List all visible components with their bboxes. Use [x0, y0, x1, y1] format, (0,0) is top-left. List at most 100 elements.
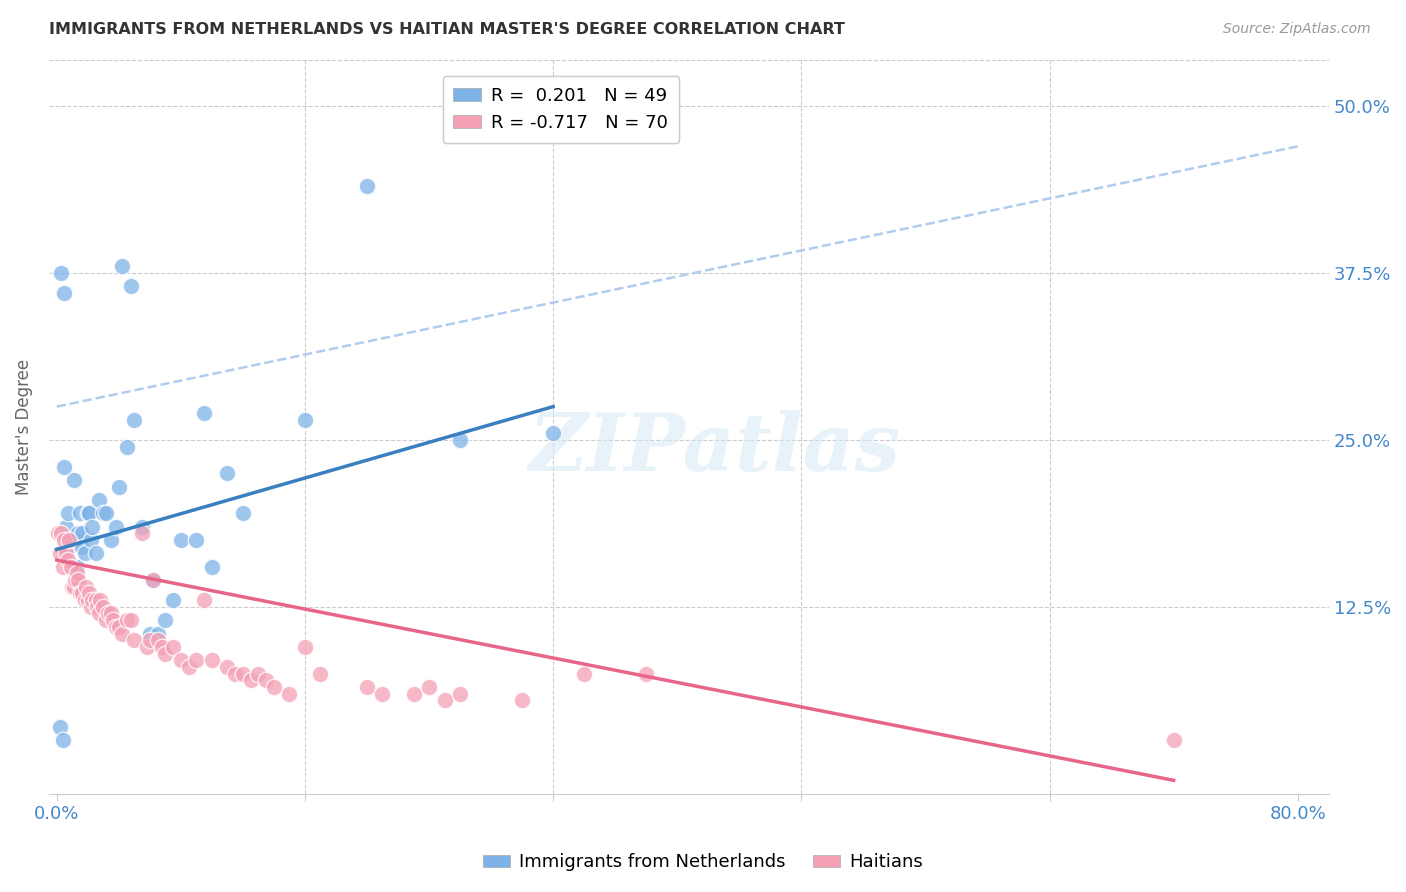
Point	[263, 680, 285, 694]
Point	[49, 546, 72, 560]
Point	[49, 720, 72, 734]
Point	[139, 626, 162, 640]
Point	[65, 573, 87, 587]
Point	[356, 680, 378, 694]
Point	[104, 620, 127, 634]
Point	[65, 533, 87, 547]
Point	[449, 687, 471, 701]
Point	[70, 526, 93, 541]
Point	[131, 526, 153, 541]
Point	[107, 480, 129, 494]
Point	[62, 473, 84, 487]
Point	[91, 507, 114, 521]
Point	[107, 620, 129, 634]
Point	[294, 413, 316, 427]
Point	[201, 653, 224, 667]
Point	[80, 533, 103, 547]
Point	[142, 573, 165, 587]
Point	[371, 687, 394, 701]
Point	[111, 260, 134, 274]
Point	[67, 526, 90, 541]
Point	[73, 593, 96, 607]
Point	[56, 507, 79, 521]
Point	[111, 626, 134, 640]
Point	[66, 559, 89, 574]
Point	[162, 640, 184, 654]
Point	[636, 666, 658, 681]
Text: IMMIGRANTS FROM NETHERLANDS VS HAITIAN MASTER'S DEGREE CORRELATION CHART: IMMIGRANTS FROM NETHERLANDS VS HAITIAN M…	[49, 22, 845, 37]
Point	[59, 559, 82, 574]
Point	[170, 653, 193, 667]
Point	[124, 633, 146, 648]
Point	[79, 586, 101, 600]
Point	[186, 533, 208, 547]
Point	[76, 507, 98, 521]
Point	[131, 520, 153, 534]
Point	[170, 533, 193, 547]
Point	[97, 607, 120, 621]
Point	[224, 666, 246, 681]
Point	[278, 687, 301, 701]
Point	[96, 613, 118, 627]
Point	[58, 540, 80, 554]
Point	[155, 613, 177, 627]
Point	[79, 507, 101, 521]
Point	[120, 613, 142, 627]
Point	[541, 426, 564, 441]
Point	[510, 693, 533, 707]
Text: Source: ZipAtlas.com: Source: ZipAtlas.com	[1223, 22, 1371, 37]
Point	[84, 593, 107, 607]
Point	[51, 526, 73, 541]
Point	[124, 413, 146, 427]
Point	[201, 559, 224, 574]
Point	[55, 520, 77, 534]
Point	[418, 680, 440, 694]
Point	[87, 493, 110, 508]
Point	[186, 653, 208, 667]
Point	[101, 613, 124, 627]
Point	[100, 607, 122, 621]
Point	[247, 666, 270, 681]
Point	[82, 520, 104, 534]
Point	[60, 533, 83, 547]
Point	[86, 599, 108, 614]
Point	[150, 640, 173, 654]
Point	[294, 640, 316, 654]
Point	[177, 660, 200, 674]
Point	[46, 526, 69, 541]
Point	[217, 467, 239, 481]
Point	[66, 566, 89, 581]
Point	[193, 593, 215, 607]
Point	[1163, 733, 1185, 747]
Point	[254, 673, 277, 688]
Point	[53, 286, 76, 301]
Point	[55, 546, 77, 560]
Point	[96, 507, 118, 521]
Point	[142, 573, 165, 587]
Point	[69, 586, 91, 600]
Point	[59, 533, 82, 547]
Point	[162, 593, 184, 607]
Point	[120, 279, 142, 293]
Point	[82, 593, 104, 607]
Point	[146, 626, 169, 640]
Point	[56, 553, 79, 567]
Point	[433, 693, 456, 707]
Point	[104, 520, 127, 534]
Point	[100, 533, 122, 547]
Point	[76, 593, 98, 607]
Point	[139, 633, 162, 648]
Point	[146, 633, 169, 648]
Point	[60, 580, 83, 594]
Y-axis label: Master's Degree: Master's Degree	[15, 359, 32, 495]
Point	[402, 687, 425, 701]
Point	[69, 507, 91, 521]
Point	[217, 660, 239, 674]
Point	[62, 580, 84, 594]
Point	[51, 266, 73, 280]
Point	[87, 607, 110, 621]
Point	[53, 459, 76, 474]
Point	[70, 540, 93, 554]
Point	[70, 586, 93, 600]
Point	[73, 546, 96, 560]
